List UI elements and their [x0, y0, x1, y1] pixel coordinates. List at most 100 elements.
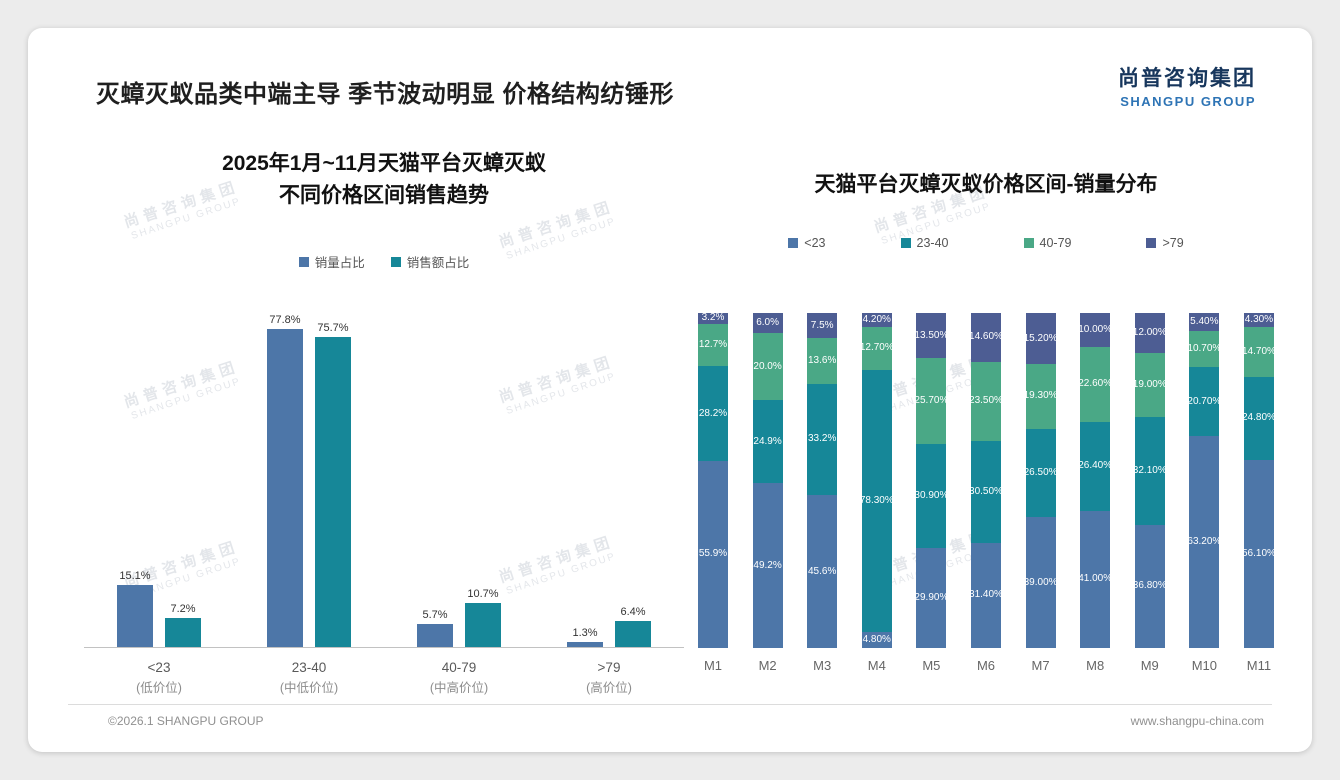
segment-value-label: 25.70% — [916, 395, 947, 407]
bar-value-label: 77.8% — [269, 313, 301, 326]
segment-23-40: 26.50% — [1025, 428, 1056, 518]
segment-value-label: 78.30% — [861, 494, 892, 506]
bar-wrap: 7.2% — [165, 603, 201, 647]
stacked-column-M1: 55.9% 28.2% 12.7% 3.2% — [698, 313, 728, 648]
bar-销售额占比 — [465, 603, 501, 647]
bar-wrap: 75.7% — [315, 322, 351, 647]
legend-label: 23-40 — [916, 236, 949, 250]
segment-40-79: 25.70% — [916, 358, 947, 445]
segment-value-label: 20.0% — [753, 360, 782, 372]
segment->79: 14.60% — [970, 313, 1001, 362]
bar-value-label: 7.2% — [170, 602, 196, 615]
legend-item: <23 — [788, 236, 826, 250]
segment-value-label: 24.9% — [753, 435, 782, 447]
bar-group: 15.1% 7.2% — [117, 570, 201, 647]
legend-swatch->79 — [1146, 238, 1157, 248]
category-label: 40-79 (中高价位) — [389, 658, 529, 698]
segment-40-79: 12.7% — [698, 323, 728, 367]
bar-value-label: 1.3% — [572, 626, 598, 639]
month-label: M4 — [867, 658, 886, 673]
category-name: 23-40 — [291, 660, 327, 675]
legend-label: 销量占比 — [314, 256, 365, 270]
bar-value-label: 5.7% — [422, 608, 448, 621]
segment-value-label: 30.50% — [970, 485, 1001, 497]
bar-wrap: 5.7% — [417, 609, 453, 647]
bar-value-label: 10.7% — [467, 588, 499, 601]
stacked-bar-chart: 天猫平台灭蟑灭蚁价格区间-销量分布 <23 23-40 40-79 >79 55.9%… — [688, 144, 1284, 724]
stacked-column-M10: 63.20% 20.70% 10.70% 5.40% — [1189, 313, 1220, 648]
bar-销售额占比 — [315, 337, 351, 647]
segment-40-79: 13.6% — [807, 338, 838, 384]
category-name: >79 — [597, 660, 621, 675]
segment-value-label: 10.00% — [1080, 323, 1111, 335]
legend-swatch-销量占比 — [298, 256, 309, 267]
segment-value-label: 30.90% — [916, 490, 947, 502]
bar-销量占比 — [117, 585, 153, 647]
segment-value-label: 26.40% — [1080, 460, 1111, 472]
left-chart-title: 2025年1月~11月天猫平台灭蟑灭蚁 不同价格区间销售趋势 — [84, 148, 684, 211]
stacked-column-M8: 41.00% 26.40% 22.60% 10.00% — [1080, 313, 1111, 648]
segment-<23: 56.10% — [1243, 459, 1274, 648]
segment-<23: 29.90% — [916, 547, 947, 648]
category-desc: (高价位) — [586, 680, 632, 695]
segment-value-label: 23.50% — [970, 395, 1001, 407]
segment-40-79: 10.70% — [1189, 331, 1220, 367]
legend-swatch-<23 — [788, 238, 799, 248]
bar-group: 1.3% 6.4% — [567, 606, 651, 647]
segment-23-40: 20.70% — [1189, 366, 1220, 437]
bar-wrap: 1.3% — [567, 627, 603, 647]
stacked-column-M6: 31.40% 30.50% 23.50% 14.60% — [970, 313, 1001, 648]
stacked-bar-plot: 55.9% 28.2% 12.7% 3.2% 49.2% 24.9% 20.0% 6.0% 45… — [688, 313, 1284, 648]
category-name: 40-79 — [441, 660, 477, 675]
slide-content: 灭蟑灭蚁品类中端主导 季节波动明显 价格结构纺锤形 尚普咨询集团 SHANGPU… — [28, 28, 1312, 752]
legend-label: 销售额占比 — [406, 256, 470, 270]
segment-<23: 4.80% — [861, 631, 892, 648]
segment-value-label: 4.80% — [862, 633, 891, 645]
month-label: M11 — [1246, 658, 1272, 673]
segment-40-79: 12.70% — [861, 327, 892, 370]
segment-40-79: 22.60% — [1080, 346, 1111, 423]
month-label: M3 — [813, 658, 832, 673]
segment-value-label: 33.2% — [808, 433, 837, 445]
legend-swatch-销售额占比 — [390, 256, 401, 267]
legend-swatch-23-40 — [900, 238, 911, 248]
segment-value-label: 36.80% — [1134, 580, 1165, 592]
segment-value-label: 10.70% — [1189, 343, 1220, 355]
segment-value-label: 13.50% — [916, 329, 947, 341]
month-label: M9 — [1140, 658, 1159, 673]
segment->79: 13.50% — [916, 313, 947, 359]
bar-销量占比 — [417, 623, 453, 647]
grouped-bar-chart: 2025年1月~11月天猫平台灭蟑灭蚁 不同价格区间销售趋势 销量占比 销售额占比… — [84, 144, 684, 724]
month-label: M2 — [758, 658, 777, 673]
segment-value-label: 22.60% — [1080, 378, 1111, 390]
segment-value-label: 63.20% — [1189, 536, 1220, 548]
bar-wrap: 6.4% — [615, 606, 651, 647]
segment-value-label: 19.00% — [1134, 379, 1165, 391]
bar-value-label: 6.4% — [620, 605, 646, 618]
page-title: 灭蟑灭蚁品类中端主导 季节波动明显 价格结构纺锤形 — [96, 81, 674, 108]
segment-<23: 39.00% — [1025, 517, 1056, 648]
stacked-column-M5: 29.90% 30.90% 25.70% 13.50% — [916, 313, 947, 648]
legend-item: 40-79 — [1023, 236, 1072, 250]
segment-23-40: 30.90% — [916, 444, 947, 548]
category-desc: (中高价位) — [429, 680, 489, 695]
category-desc: (低价位) — [136, 680, 182, 695]
bar-销售额占比 — [165, 617, 201, 647]
bar-group: 77.8% 75.7% — [267, 314, 351, 647]
segment->79: 5.40% — [1189, 313, 1220, 332]
segment-value-label: 4.30% — [1244, 314, 1274, 326]
segment-<23: 63.20% — [1189, 436, 1220, 648]
segment-value-label: 14.70% — [1243, 346, 1274, 358]
bar-销量占比 — [567, 641, 603, 647]
legend-label: 40-79 — [1039, 236, 1072, 250]
segment->79: 4.20% — [861, 313, 892, 328]
bar-value-label: 15.1% — [119, 570, 151, 583]
segment-40-79: 20.0% — [752, 333, 783, 401]
bar-wrap: 10.7% — [465, 588, 501, 647]
segment-23-40: 24.80% — [1243, 376, 1274, 460]
segment->79: 4.30% — [1243, 313, 1274, 328]
segment-value-label: 19.30% — [1025, 390, 1056, 402]
stacked-column-M7: 39.00% 26.50% 19.30% 15.20% — [1025, 313, 1056, 648]
segment-value-label: 12.00% — [1134, 327, 1165, 339]
segment-40-79: 19.00% — [1134, 353, 1165, 417]
